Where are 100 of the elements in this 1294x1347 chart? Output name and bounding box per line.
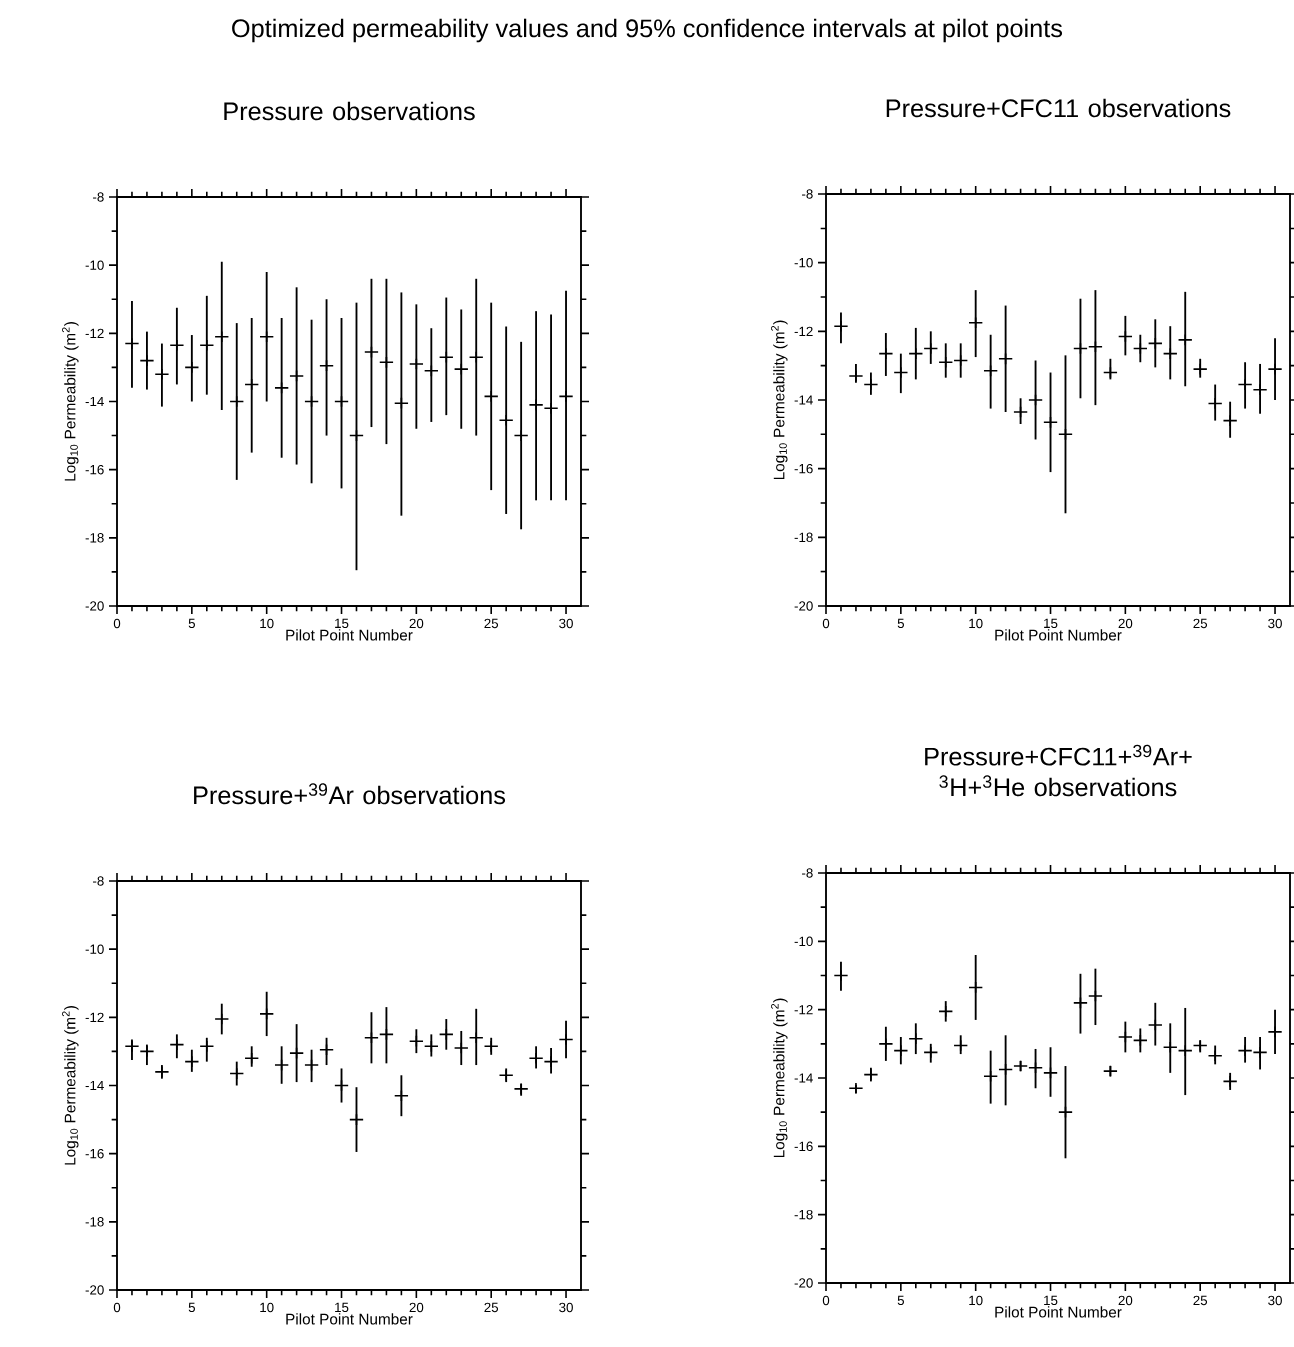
x-tick-label: 30 [1268, 618, 1282, 629]
point [454, 1042, 468, 1054]
point [125, 1040, 139, 1052]
y-tick-label: -18 [85, 533, 104, 543]
x-tick-label: 30 [1268, 1295, 1282, 1306]
x-tick-label: 0 [822, 1295, 830, 1306]
point [1148, 1019, 1162, 1031]
point [849, 1082, 863, 1094]
y-tick-label: -18 [85, 1217, 104, 1227]
point [514, 1083, 528, 1095]
point [260, 331, 274, 343]
point [1088, 341, 1103, 353]
point [834, 320, 848, 332]
x-tick-label: 10 [969, 618, 983, 629]
point [200, 1040, 214, 1052]
y-tick-label: -18 [794, 1209, 813, 1220]
y-axis-title: Log$_{10}$ Permeability (m$^{2}$) [771, 998, 788, 1158]
x-axis-title: Pilot Point Number [995, 629, 1122, 641]
point [1103, 1065, 1118, 1077]
point [319, 1044, 334, 1056]
point [1268, 1026, 1282, 1038]
y-tick-label: -16 [85, 464, 104, 475]
point [1073, 997, 1088, 1009]
text: Optimized permeability values and 95% confidence intervals at pilot points [232, 18, 1063, 43]
point [983, 365, 998, 377]
point [155, 368, 169, 380]
point [424, 1040, 438, 1052]
point [1028, 1062, 1043, 1074]
x-tick-label: 15 [1044, 618, 1058, 628]
x-axis-title: Pilot Point Number [286, 629, 413, 641]
y-tick-label: -14 [794, 395, 813, 405]
y-tick-label: -16 [794, 463, 813, 474]
point [454, 363, 468, 375]
y-tick-label: -12 [85, 1012, 104, 1022]
y-tick-label: -8 [802, 189, 813, 199]
point [409, 1035, 424, 1047]
y-tick-label: -8 [93, 876, 104, 886]
y-tick-label: -16 [794, 1141, 813, 1152]
x-tick-label: 10 [260, 618, 274, 629]
y-tick-label: -14 [794, 1073, 813, 1083]
x-tick-label: 0 [113, 1302, 121, 1313]
y-tick-label: -10 [85, 260, 104, 270]
x-tick-label: 20 [1118, 1295, 1133, 1306]
point [215, 331, 229, 343]
x-tick-label: 30 [559, 618, 573, 629]
y-axis-title: Log$_{10}$ Permeability (m$^{2}$) [771, 320, 788, 480]
y-tick-label: -8 [802, 868, 813, 878]
point [1268, 363, 1282, 375]
x-tick-label: 5 [897, 618, 904, 628]
point [879, 1038, 893, 1050]
x-tick-label: 25 [1193, 1295, 1208, 1306]
x-tick-label: 10 [969, 1295, 983, 1306]
y-tick-label: -20 [85, 601, 104, 611]
point [319, 360, 334, 372]
point [983, 1070, 998, 1082]
point [215, 1013, 229, 1025]
y-axis-title: Log$_{10}$ Permeability (m$^{2}$) [62, 1006, 79, 1165]
x-tick-label: 25 [484, 1302, 499, 1313]
point [484, 1040, 498, 1052]
point [1193, 363, 1207, 375]
y-tick-label: -10 [794, 257, 813, 268]
point [200, 339, 214, 351]
y-tick-label: -18 [794, 532, 813, 543]
y-tick-label: -10 [794, 936, 813, 947]
point [849, 370, 863, 382]
point [469, 351, 483, 363]
point [529, 399, 543, 411]
y-tick-label: -20 [794, 1278, 813, 1288]
y-tick-label: -14 [85, 396, 104, 407]
point [1178, 334, 1192, 346]
point [424, 365, 438, 377]
y-tick-label: -16 [85, 1148, 104, 1159]
point [499, 1069, 513, 1081]
point [939, 356, 953, 368]
x-tick-label: 5 [897, 1295, 904, 1306]
point [469, 1032, 483, 1044]
point [245, 1052, 259, 1064]
point [364, 1032, 379, 1044]
y-axis-title: Log$_{10}$ Permeability (m$^{2}$) [62, 322, 79, 481]
chart-title: Pressure+$^{39}$Ar observations [194, 783, 506, 805]
y-tick-label: -10 [85, 944, 104, 954]
y-tick-label: -20 [85, 1285, 104, 1295]
point [170, 339, 184, 351]
chart-title: Pressure+CFC11 observations [886, 98, 1231, 118]
x-tick-label: 15 [1044, 1295, 1058, 1306]
x-tick-label: 5 [188, 1302, 195, 1313]
point [969, 317, 983, 329]
x-tick-label: 0 [822, 618, 830, 629]
point [1163, 1041, 1177, 1053]
x-axis-title: Pilot Point Number [995, 1306, 1122, 1318]
x-axis-title: Pilot Point Number [286, 1313, 413, 1325]
y-tick-label: -8 [93, 192, 104, 202]
point [394, 397, 409, 409]
point [439, 351, 453, 363]
point [379, 356, 394, 368]
x-tick-label: 15 [335, 1302, 349, 1313]
x-tick-label: 25 [1193, 618, 1208, 629]
x-tick-label: 20 [1118, 618, 1133, 629]
point [998, 353, 1013, 365]
point [909, 1033, 923, 1045]
